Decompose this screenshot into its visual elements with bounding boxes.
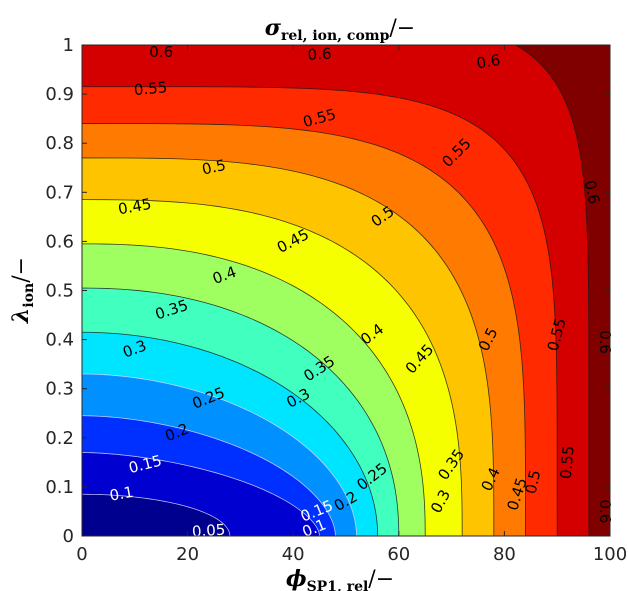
contour-label: 0.55 <box>557 445 578 480</box>
contour-line <box>82 415 336 536</box>
contour-label: 0.1 <box>108 483 135 505</box>
title-subscript: rel, ion, comp <box>281 28 390 44</box>
xlabel-unit: /− <box>368 567 394 591</box>
y-tick-label: 0.5 <box>45 281 74 302</box>
contour-label: 0.6 <box>307 45 332 64</box>
y-tick-label: 0.8 <box>45 133 74 154</box>
contour-line <box>82 199 463 536</box>
contour-line <box>82 331 379 536</box>
y-tick-label: 0.6 <box>45 231 74 252</box>
y-tick-label: 0.1 <box>45 477 74 498</box>
contour-line <box>82 86 558 536</box>
xlabel-symbol: ϕ <box>286 566 307 591</box>
ylabel-symbol: λ <box>8 308 34 324</box>
contour-line <box>82 243 426 536</box>
x-tick-label: 20 <box>176 544 199 565</box>
y-tick-label: 0.3 <box>45 379 74 400</box>
title-symbol: σ <box>265 15 282 41</box>
contour-line <box>82 493 231 536</box>
chart-title: σrel, ion, comp/− <box>265 15 416 44</box>
contour-line <box>82 123 526 536</box>
x-tick-label: 80 <box>493 544 516 565</box>
x-tick-label: 0 <box>76 544 87 565</box>
y-tick-label: 0 <box>63 526 74 547</box>
x-tick-label: 60 <box>387 544 410 565</box>
y-tick-label: 0.7 <box>45 182 74 203</box>
contour-label: 0.6 <box>475 51 502 73</box>
contour-label: 0.6 <box>596 330 614 354</box>
y-axis-ticks: 0 0.1 0.2 0.3 0.4 0.5 0.6 0.7 0.8 0.9 1 <box>45 35 610 547</box>
ylabel-unit: /− <box>9 257 34 283</box>
title-unit: /− <box>389 16 415 41</box>
contour-label: 0.6 <box>581 179 604 206</box>
xlabel-subscript: SP1, rel <box>307 579 369 591</box>
contour-bands <box>82 45 610 536</box>
contour-label: 0.55 <box>133 78 168 99</box>
contour-line <box>82 452 320 536</box>
x-axis-ticks: 0 20 40 60 80 100 <box>76 45 627 565</box>
contour-label: 0.5 <box>522 468 545 495</box>
contour-band <box>82 494 230 536</box>
contour-lines <box>82 45 590 536</box>
contour-line <box>82 287 400 536</box>
contour-line <box>82 373 357 536</box>
x-axis-label: ϕSP1, rel/− <box>286 566 394 591</box>
plot-area <box>82 45 610 536</box>
contour-label: 0.6 <box>149 43 173 61</box>
x-tick-label: 40 <box>282 544 305 565</box>
contour-line <box>82 157 495 536</box>
y-tick-label: 0.2 <box>45 428 74 449</box>
contour-label: 0.45 <box>117 195 153 219</box>
y-tick-label: 0.9 <box>45 84 74 105</box>
contour-label: 0.6 <box>596 500 614 524</box>
y-axis-label: λion/− <box>8 257 37 324</box>
contour-label: 0.05 <box>191 520 226 540</box>
y-tick-label: 1 <box>63 35 74 56</box>
x-tick-label: 100 <box>593 544 627 565</box>
y-tick-label: 0.4 <box>45 330 74 351</box>
contour-line <box>514 45 590 536</box>
contour-label: 0.5 <box>200 156 227 179</box>
ylabel-subscript: ion <box>21 283 37 308</box>
